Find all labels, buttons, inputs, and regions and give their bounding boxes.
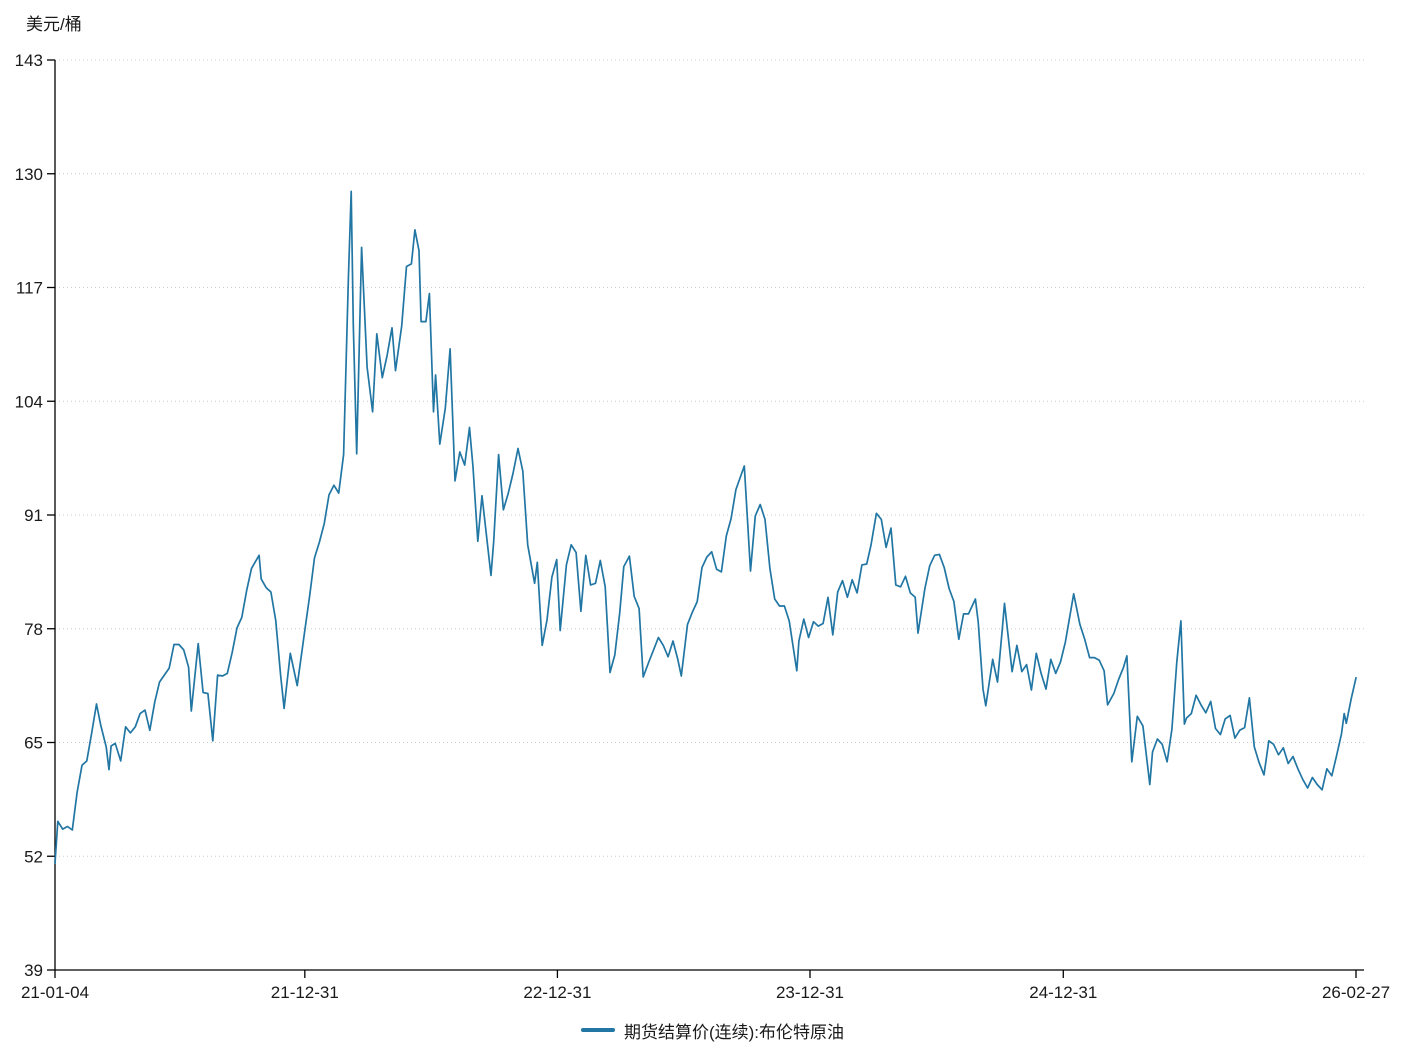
x-axis-tick-label: 21-12-31: [271, 983, 339, 1002]
x-axis-tick-label: 23-12-31: [776, 983, 844, 1002]
x-axis-tick-label: 22-12-31: [523, 983, 591, 1002]
price-line-chart: 39 52 65 78 91 104 117 130 143 21-01-04 21-12-31 22…: [15, 51, 1390, 1002]
legend-item[interactable]: 期货结算价(连续):布伦特原油: [0, 1012, 1425, 1048]
legend-label: 期货结算价(连续):布伦特原油: [623, 1022, 845, 1042]
y-axis-tick-label: 78: [24, 620, 43, 639]
y-axis-tick-label: 104: [15, 392, 43, 411]
y-axis-tick-label: 52: [24, 847, 43, 866]
legend-line-marker: [580, 1028, 615, 1032]
y-axis-tick-label: 39: [24, 961, 43, 980]
x-axis-tick-label: 24-12-31: [1029, 983, 1097, 1002]
y-axis-tick-label: 130: [15, 165, 43, 184]
y-axis-tick-label: 143: [15, 51, 43, 70]
y-axis-tick-label: 65: [24, 734, 43, 753]
x-axis-tick-label: 21-01-04: [21, 983, 89, 1002]
y-axis-tick-label: 91: [24, 506, 43, 525]
price-series-line: [54, 190, 1357, 865]
y-axis-tick-label: 117: [16, 279, 43, 298]
x-axis-tick-label: 26-02-27: [1322, 983, 1390, 1002]
y-axis-unit-label: 美元/桶: [26, 15, 82, 34]
